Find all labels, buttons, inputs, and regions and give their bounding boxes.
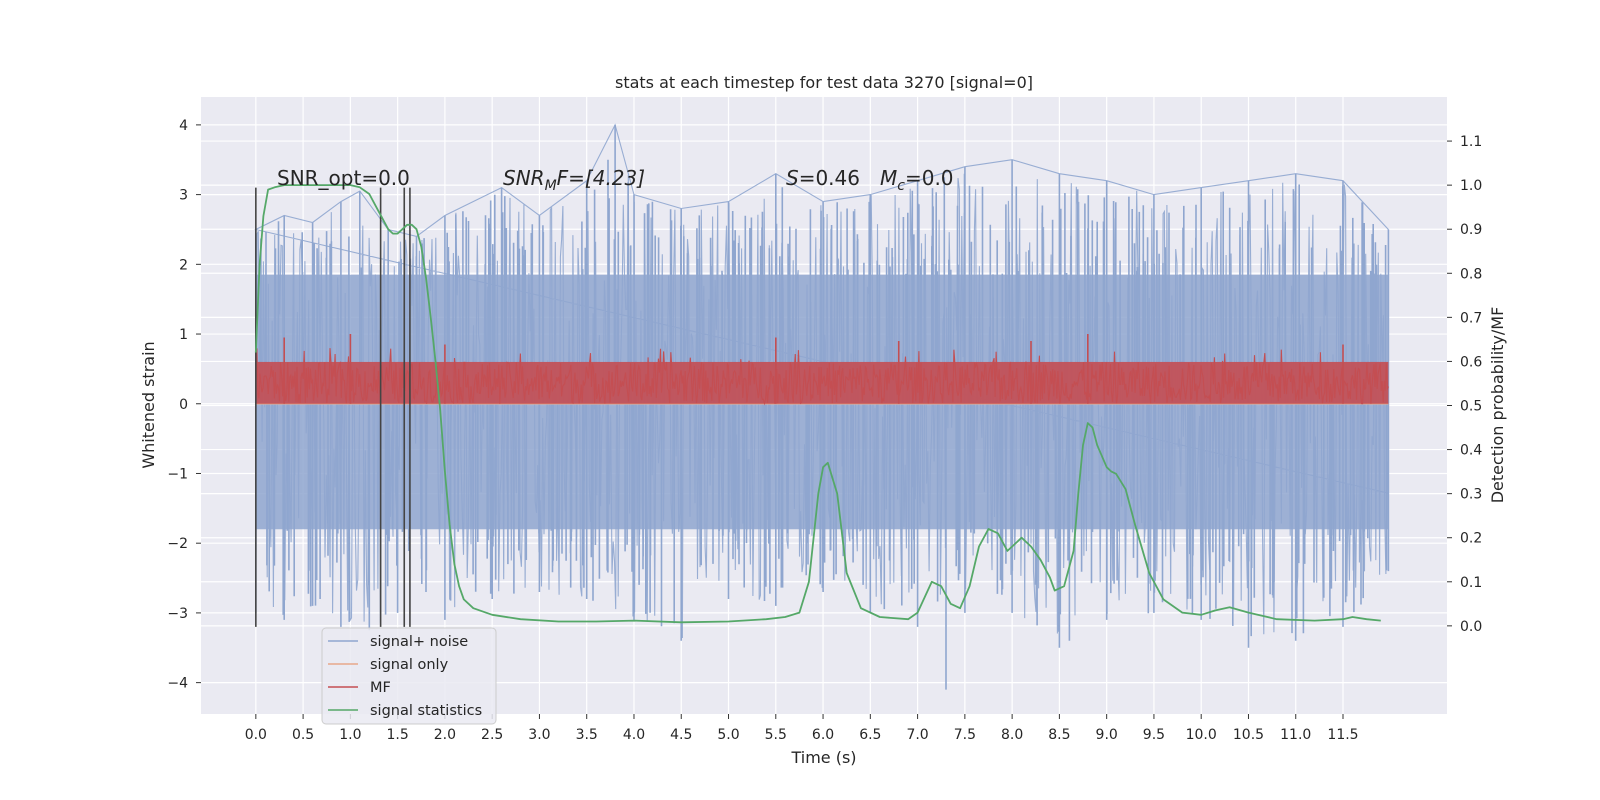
y-axis-title: Whitened strain	[139, 341, 158, 468]
y-tick-label: −4	[167, 676, 188, 692]
snr-mf-sub: M	[545, 178, 557, 194]
series-layer	[254, 123, 1390, 690]
x-tick-label: 9.0	[1096, 727, 1118, 743]
x-tick-label: 10.5	[1233, 727, 1264, 743]
legend-box	[321, 627, 497, 725]
legend-label-noise: signal+ noise	[370, 634, 468, 650]
x-tick-label: 2.0	[434, 727, 456, 743]
x-tick-label: 6.0	[812, 727, 834, 743]
y2-tick-label: 0.1	[1460, 575, 1482, 591]
x-tick-label: 2.5	[481, 727, 503, 743]
x-axis-title: Time (s)	[790, 748, 856, 767]
x-tick-label: 6.5	[859, 727, 881, 743]
x-tick-label: 5.5	[765, 727, 787, 743]
y2-tick-label: 0.6	[1460, 354, 1482, 370]
y2-axis-title: Detection probability/MF	[1488, 307, 1507, 504]
annotation-snr-opt: SNR_opt=0.0	[277, 166, 410, 190]
x-tick-label: 1.5	[387, 727, 409, 743]
x-tick-label: 7.5	[954, 727, 976, 743]
y-tick-label: 4	[179, 118, 188, 134]
y-tick-label: 0	[179, 397, 188, 413]
y-tick-label: −2	[167, 536, 188, 552]
y2-tick-label: 0.3	[1460, 487, 1482, 503]
y2-tick-label: 0.5	[1460, 399, 1482, 415]
y-tick-label: 3	[179, 188, 188, 204]
x-tick-label: 8.5	[1048, 727, 1070, 743]
x-tick-label: 8.0	[1001, 727, 1023, 743]
chart-title: stats at each timestep for test data 327…	[615, 73, 1033, 92]
snr-mf-suffix: F=[4.23]	[557, 166, 645, 190]
y2-tick-label: 0.9	[1460, 222, 1482, 238]
x-tick-label: 4.5	[670, 727, 692, 743]
y-axis-ticks: 4 3 2 1 0 −1 −2 −3 −4	[167, 118, 201, 692]
x-tick-label: 7.0	[906, 727, 928, 743]
mc-value: =0.0	[905, 166, 954, 190]
mc-sub: c	[897, 178, 905, 194]
legend-label-signal-only: signal only	[370, 657, 449, 673]
x-tick-label: 9.5	[1143, 727, 1165, 743]
y-tick-label: 2	[179, 257, 188, 273]
y2-tick-label: 0.0	[1460, 619, 1482, 635]
s-label: S	[786, 166, 799, 190]
y2-tick-label: 0.7	[1460, 310, 1482, 326]
annotation-s: S=0.46	[786, 166, 860, 190]
stats-series-line	[254, 184, 1381, 624]
x-tick-label: 3.5	[576, 727, 598, 743]
y2-tick-label: 0.4	[1460, 443, 1482, 459]
x-tick-label: 1.0	[339, 727, 361, 743]
y-tick-label: −3	[167, 606, 188, 622]
noise-series-spikes	[255, 124, 1390, 690]
x-tick-label: 4.0	[623, 727, 645, 743]
y2-tick-label: 0.2	[1460, 531, 1482, 547]
x-tick-label: 3.0	[528, 727, 550, 743]
x-tick-label: 0.5	[292, 727, 314, 743]
y-tick-label: 1	[179, 327, 188, 343]
y-tick-label: −1	[167, 466, 188, 482]
x-axis-ticks: 0.0 0.5 1.0 1.5 2.0 2.5 3.0 3.5 4.0 4.5 5.0 5.5 6.0 6…	[245, 714, 1359, 743]
legend-label-stats: signal statistics	[370, 703, 482, 719]
legend: signal+ noise signal only MF signal stat…	[321, 627, 497, 725]
x-tick-label: 11.5	[1327, 727, 1358, 743]
snr-mf-prefix: SNR	[503, 166, 545, 190]
legend-label-mf: MF	[370, 680, 391, 696]
x-tick-label: 5.0	[717, 727, 739, 743]
x-tick-label: 0.0	[245, 727, 267, 743]
y2-axis-ticks: 1.1 1.0 0.9 0.8 0.7 0.6 0.5 0.4 0.3 0.2 0.1 0.0	[1447, 134, 1482, 635]
mf-series-peaks	[283, 334, 1344, 404]
annotation-mc: Mc=0.0	[880, 166, 954, 194]
y2-tick-label: 0.8	[1460, 266, 1482, 282]
mc-label: M	[880, 166, 897, 190]
x-tick-label: 10.0	[1186, 727, 1217, 743]
y2-tick-label: 1.0	[1460, 178, 1482, 194]
annotation-snr-mf: SNRMF=[4.23]	[503, 166, 645, 194]
s-value: =0.46	[799, 166, 860, 190]
x-tick-label: 11.0	[1280, 727, 1311, 743]
y2-tick-label: 1.1	[1460, 134, 1482, 150]
